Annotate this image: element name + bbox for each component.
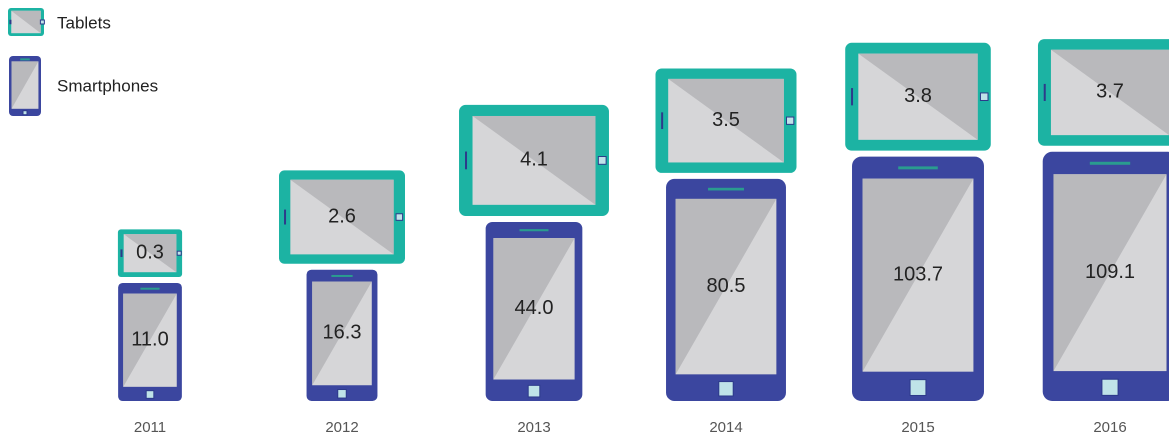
camera xyxy=(1043,83,1046,101)
x-tick-label: 2015 xyxy=(901,419,934,436)
home-button xyxy=(145,390,155,399)
screen-shade xyxy=(11,61,39,109)
tablet-button xyxy=(979,92,989,101)
value-label: 0.3 xyxy=(136,241,164,263)
camera xyxy=(851,88,854,106)
column: 2014 80.5 3.5 xyxy=(655,68,797,436)
screen-shade xyxy=(123,293,177,387)
speaker xyxy=(331,274,353,277)
column: 2015 103.7 3.8 xyxy=(845,42,991,436)
column: 2011 11.0 0.3 xyxy=(117,229,183,436)
screen-shade xyxy=(11,10,41,34)
screen-shade xyxy=(675,198,777,375)
screen-shade xyxy=(472,115,596,205)
tablet-button xyxy=(597,156,607,165)
screen-shade xyxy=(290,179,394,255)
value-label: 3.7 xyxy=(1096,81,1124,103)
camera xyxy=(120,249,123,258)
value-label: 16.3 xyxy=(323,322,362,344)
value-label: 80.5 xyxy=(707,275,746,297)
value-label: 2.6 xyxy=(328,205,356,227)
home-button xyxy=(718,381,734,397)
speaker xyxy=(1089,161,1131,165)
column: 2013 44.0 4.1 xyxy=(459,104,609,436)
legend-label: Tablets xyxy=(57,13,111,32)
legend-label: Smartphones xyxy=(57,76,158,95)
value-label: 44.0 xyxy=(515,297,554,319)
x-tick-label: 2011 xyxy=(134,419,166,436)
screen-shade xyxy=(1050,49,1169,136)
camera xyxy=(284,209,287,225)
screen-shade xyxy=(668,78,784,163)
legend: Tablets Smartphones xyxy=(8,8,158,116)
camera xyxy=(661,112,664,130)
screen-shade xyxy=(862,178,974,372)
home-button xyxy=(909,379,927,396)
column: 2012 16.3 2.6 xyxy=(278,170,406,436)
home-button xyxy=(337,389,347,399)
speaker xyxy=(708,187,744,191)
speaker xyxy=(519,229,549,232)
value-label: 3.5 xyxy=(712,109,740,131)
value-label: 103.7 xyxy=(893,263,943,285)
screen-shade xyxy=(123,234,177,273)
tablet-button xyxy=(786,116,795,125)
screen-shade xyxy=(493,238,575,380)
screen-shade xyxy=(1053,174,1167,372)
x-tick-label: 2012 xyxy=(325,419,358,436)
camera xyxy=(9,19,12,25)
x-tick-label: 2013 xyxy=(517,419,550,436)
screen-shade xyxy=(858,53,978,140)
home-button xyxy=(22,110,28,116)
x-tick-label: 2014 xyxy=(709,419,742,436)
x-tick-label: 2016 xyxy=(1093,419,1126,436)
speaker xyxy=(20,58,30,61)
screen-shade xyxy=(312,281,372,386)
speaker xyxy=(898,166,938,170)
value-label: 4.1 xyxy=(520,149,548,171)
value-label: 3.8 xyxy=(904,85,932,107)
value-label: 11.0 xyxy=(131,328,168,350)
speaker xyxy=(140,287,160,290)
tablet-button xyxy=(176,250,182,256)
tablet-button xyxy=(395,213,404,221)
tablet-button xyxy=(39,19,45,25)
home-button xyxy=(527,384,541,398)
value-label: 109.1 xyxy=(1085,261,1135,283)
camera xyxy=(465,151,468,170)
column: 2016 109.1 3.7 xyxy=(1037,39,1169,436)
home-button xyxy=(1101,378,1119,396)
